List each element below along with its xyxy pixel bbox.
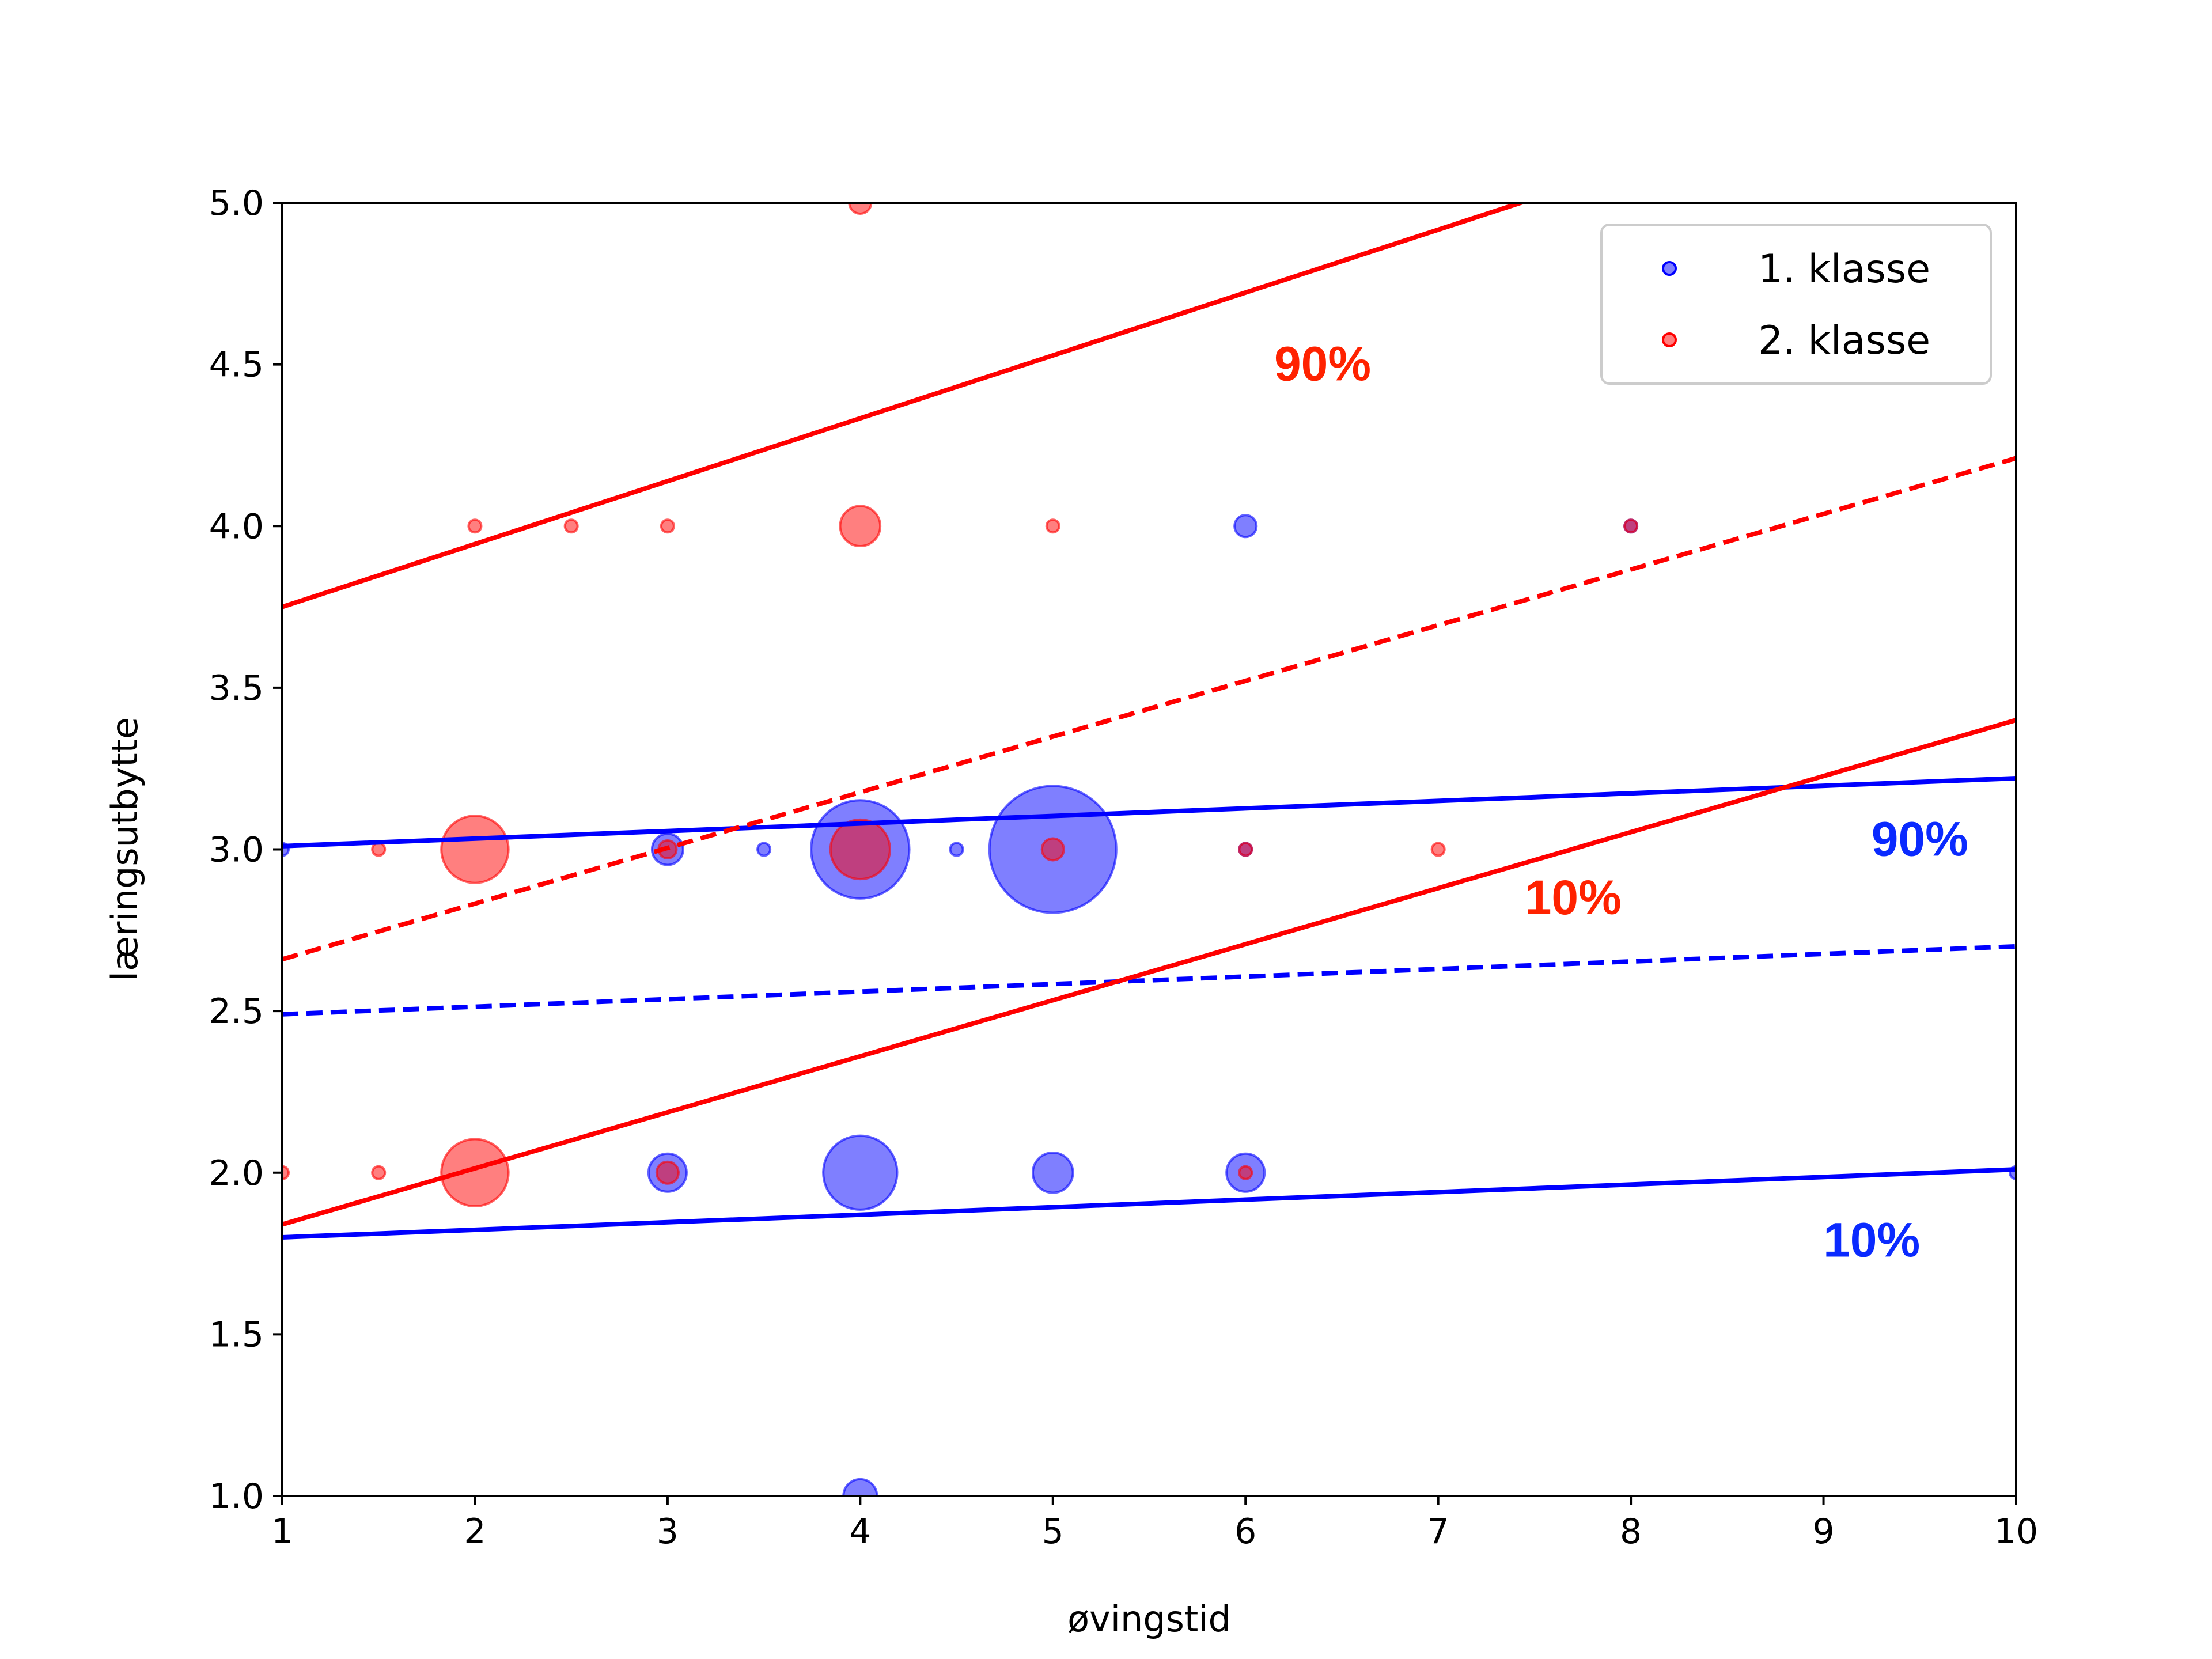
legend-marker-2-klasse bbox=[1662, 332, 1677, 347]
data-point bbox=[1233, 514, 1258, 539]
data-point bbox=[1031, 1151, 1074, 1194]
data-point bbox=[822, 1134, 899, 1211]
data-point bbox=[1238, 1165, 1253, 1180]
data-point bbox=[1045, 518, 1060, 534]
data-point bbox=[440, 1138, 510, 1207]
data-point bbox=[756, 842, 772, 857]
y-tick-label: 3.0 bbox=[209, 830, 264, 870]
quantile-line bbox=[282, 456, 2016, 962]
data-point bbox=[467, 518, 483, 534]
x-tick-label: 10 bbox=[1994, 1512, 2038, 1552]
x-tick-label: 4 bbox=[849, 1512, 871, 1552]
data-point bbox=[949, 842, 964, 857]
data-point bbox=[440, 815, 510, 884]
data-point bbox=[839, 505, 882, 548]
y-tick-label: 2.0 bbox=[209, 1153, 264, 1194]
data-point bbox=[563, 518, 579, 534]
x-tick-label: 7 bbox=[1427, 1512, 1449, 1552]
y-tick-label: 1.5 bbox=[209, 1315, 264, 1355]
quantile-lines-layer bbox=[282, 203, 2016, 1240]
quantile-annotation: 90% bbox=[1274, 337, 1371, 391]
y-tick-label: 4.5 bbox=[209, 345, 264, 385]
data-point bbox=[371, 1165, 387, 1180]
data-point bbox=[829, 818, 891, 881]
x-tick-label: 6 bbox=[1234, 1512, 1256, 1552]
legend-frame bbox=[1600, 224, 1992, 385]
data-point bbox=[282, 1165, 290, 1180]
legend-label-1-klasse: 1. klasse bbox=[1758, 247, 1930, 292]
x-tick-label: 5 bbox=[1042, 1512, 1064, 1552]
x-axis-ticks: 1 2 3 4 5 6 7 8 9 10 bbox=[271, 1496, 2038, 1552]
quantile-line bbox=[282, 203, 1528, 609]
data-point bbox=[1040, 837, 1065, 862]
data-point bbox=[1238, 842, 1253, 857]
legend-label-2-klasse: 2. klasse bbox=[1758, 318, 1930, 363]
data-point bbox=[660, 518, 675, 534]
quantile-annotation: 10% bbox=[1823, 1213, 1920, 1267]
x-tick-label: 8 bbox=[1620, 1512, 1642, 1552]
x-tick-label: 2 bbox=[464, 1512, 486, 1552]
points-layer bbox=[282, 203, 2016, 1496]
y-tick-label: 3.5 bbox=[209, 668, 264, 709]
quantile-annotation: 90% bbox=[1872, 812, 1968, 866]
x-tick-label: 1 bbox=[271, 1512, 293, 1552]
data-point bbox=[1623, 518, 1639, 534]
quantile-line bbox=[282, 1167, 2016, 1240]
y-tick-label: 1.0 bbox=[209, 1476, 264, 1517]
x-tick-label: 3 bbox=[657, 1512, 679, 1552]
quantile-annotation: 10% bbox=[1525, 870, 1622, 925]
y-axis-ticks: 1.0 1.5 2.0 2.5 3.0 3.5 4.0 4.5 5.0 bbox=[209, 183, 282, 1517]
data-point bbox=[655, 1160, 680, 1185]
legend: 1. klasse 2. klasse bbox=[1600, 224, 1992, 385]
y-tick-label: 5.0 bbox=[209, 183, 264, 224]
y-axis-label: læringsutbytte bbox=[104, 717, 146, 981]
y-tick-label: 2.5 bbox=[209, 991, 264, 1032]
legend-marker-1-klasse bbox=[1662, 261, 1677, 276]
x-axis-label: øvingstid bbox=[1067, 1598, 1231, 1640]
quantile-line bbox=[282, 718, 2016, 1227]
annotations-layer: 90% 10% 90% 10% bbox=[1274, 337, 1968, 1267]
y-tick-label: 4.0 bbox=[209, 506, 264, 547]
quantile-line bbox=[282, 776, 2016, 849]
x-tick-label: 9 bbox=[1812, 1512, 1834, 1552]
data-point bbox=[371, 842, 387, 857]
data-point bbox=[1430, 842, 1446, 857]
